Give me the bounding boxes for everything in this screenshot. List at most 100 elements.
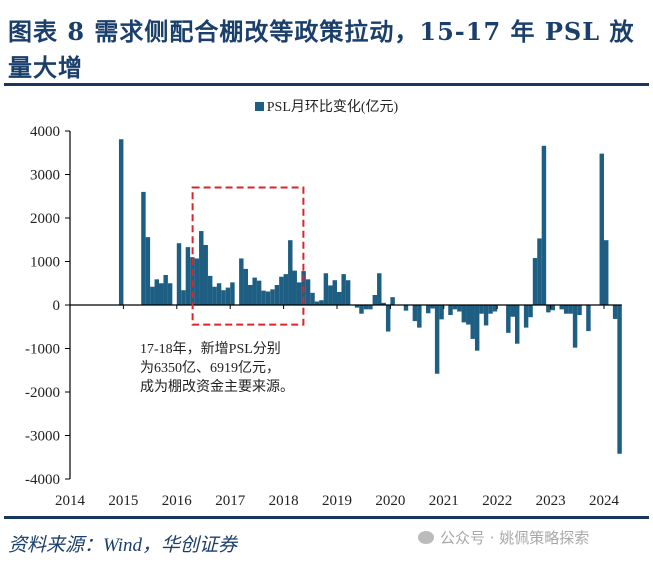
y-tick-label: 3000: [30, 168, 60, 184]
bar: [185, 247, 191, 305]
bar: [118, 139, 124, 305]
bar: [439, 305, 444, 320]
bar: [528, 305, 533, 318]
bar: [243, 268, 248, 305]
bar: [274, 284, 280, 305]
bar: [546, 305, 551, 313]
bar: [448, 305, 453, 315]
x-tick-label: 2022: [482, 493, 512, 509]
bar: [506, 305, 511, 333]
x-tick-label: 2024: [589, 493, 620, 509]
bar: [154, 279, 159, 305]
bar: [523, 305, 529, 328]
bar: [479, 305, 484, 314]
bar: [230, 282, 235, 305]
bar: [381, 302, 386, 305]
bar: [488, 305, 493, 314]
bar: [470, 305, 475, 339]
bar: [604, 240, 609, 305]
bar: [252, 277, 257, 305]
bar: [532, 258, 538, 305]
bar: [474, 305, 480, 351]
bar: [314, 301, 320, 305]
bar: [145, 237, 151, 305]
bar: [319, 300, 324, 305]
bar: [541, 145, 547, 305]
bar: [515, 305, 520, 344]
bar: [225, 287, 231, 305]
bar: [345, 280, 351, 305]
bar: [617, 305, 622, 454]
bar: [203, 244, 208, 305]
watermark-text: 公众号 · 姚佩策略探索: [440, 529, 590, 547]
y-tick-label: 1000: [30, 255, 60, 271]
annotation-line: 成为棚改资金主要来源。: [140, 380, 294, 395]
bar: [434, 305, 440, 374]
bar: [577, 305, 582, 315]
x-tick-label: 2023: [536, 493, 566, 509]
bar: [337, 291, 342, 305]
bar: [412, 305, 418, 322]
bar: [212, 286, 217, 305]
bar: [483, 305, 489, 326]
x-tick-label: 2018: [269, 493, 299, 509]
bar: [403, 305, 409, 311]
bar: [430, 305, 435, 309]
bar: [265, 291, 271, 305]
top-rule: [4, 83, 649, 86]
legend-swatch: [254, 102, 264, 111]
bar: [568, 305, 573, 314]
bar: [572, 305, 578, 348]
figure-title-continued: 量大增: [8, 53, 83, 82]
wechat-icon: [418, 531, 434, 544]
bar: [150, 286, 155, 305]
bar: [248, 284, 253, 305]
bar: [368, 305, 373, 310]
figure-title: 图表 8 需求侧配合棚改等政策拉动，15-17 年 PSL 放: [8, 17, 635, 46]
y-tick-label: -3000: [25, 429, 60, 445]
bar: [216, 283, 222, 305]
annotation-line: 为6350亿、6919亿元，: [140, 361, 280, 376]
x-tick-label: 2017: [215, 493, 246, 509]
bar: [199, 231, 204, 305]
bar: [279, 276, 284, 305]
bar: [385, 305, 391, 332]
y-tick-label: -2000: [25, 385, 60, 401]
bar: [305, 279, 311, 305]
bar: [537, 238, 542, 305]
bar: [163, 274, 168, 305]
bar: [341, 274, 346, 305]
bar: [207, 275, 213, 305]
bar: [176, 243, 182, 305]
bar: [461, 305, 467, 323]
bar: [426, 305, 431, 314]
bar: [194, 258, 200, 305]
bar: [261, 290, 266, 305]
y-tick-label: 4000: [30, 124, 60, 140]
bar: [372, 295, 378, 305]
x-tick-label: 2016: [162, 493, 193, 509]
bar: [159, 283, 164, 305]
bar: [270, 289, 275, 305]
y-tick-label: 0: [53, 298, 61, 314]
x-tick-label: 2014: [55, 493, 86, 509]
legend-label: PSL月环比变化(亿元): [266, 100, 399, 115]
bar: [612, 305, 618, 319]
x-tick-label: 2020: [375, 493, 405, 509]
bar: [417, 305, 422, 328]
x-tick-label: 2015: [108, 493, 138, 509]
bar: [296, 282, 302, 305]
bar: [559, 305, 564, 310]
bar: [256, 280, 262, 305]
bar: [563, 305, 569, 314]
bar: [466, 305, 471, 325]
bar: [359, 305, 364, 314]
bar: [457, 305, 462, 312]
highlight-box: [191, 186, 305, 326]
source-note: 资料来源：Wind，华创证券: [8, 535, 238, 556]
x-tick-label: 2019: [322, 493, 352, 509]
annotation-line: 17-18年，新增PSL分别: [140, 342, 281, 357]
bar: [599, 153, 604, 305]
bar: [354, 305, 360, 308]
